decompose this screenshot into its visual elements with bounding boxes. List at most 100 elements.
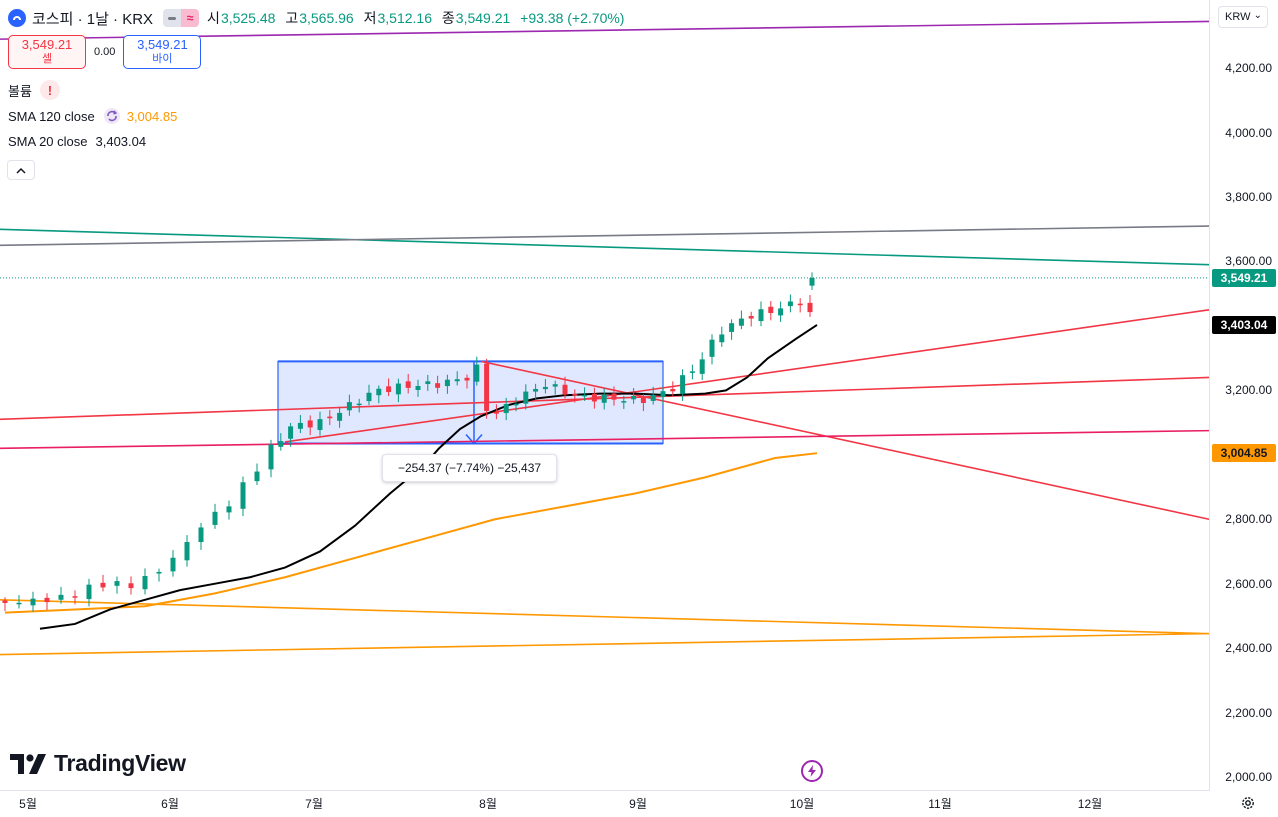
currency-selector[interactable]: KRW ⌄ [1218,6,1268,28]
approx-icon[interactable]: ≈ [181,9,200,27]
y-tick-label: 3,600.00 [1225,254,1272,269]
price-scale[interactable]: KRW ⌄ 4,200.00 4,000.00 3,800.00 3,600.00 3,… [1209,0,1278,790]
candle-body [709,339,715,357]
event-lightning-icon[interactable] [801,760,823,782]
time-axis[interactable]: 5월 6월 7월 8월 9월 10월 11월 12월 [0,790,1210,817]
brand-name: TradingView [54,750,186,776]
candle-body [30,598,36,606]
y-tick-label: 4,200.00 [1225,61,1272,76]
candle-body [758,309,764,322]
candle-body [72,596,78,598]
candle-body [346,402,352,411]
buy-label: 바이 [152,53,173,65]
candle-body [268,444,274,470]
price-chart[interactable] [0,0,1210,790]
candle-body [768,306,774,314]
chevron-up-icon [16,167,26,174]
warning-icon[interactable]: ! [39,80,60,100]
y-tick-label: 4,000.00 [1225,125,1272,140]
candle-body [44,597,50,603]
sma120-line [4,452,818,614]
x-tick-label: 6월 [161,797,179,811]
sma20-value: 3,403.04 [95,134,147,149]
sell-label: 셀 [41,53,53,65]
candle-body [660,391,666,398]
sell-button[interactable]: 3,549.21 셀 [8,35,86,69]
candle-body [415,386,421,390]
price-label-sma20: 3,403.04 [1212,315,1276,334]
low-value: 3,512.16 [377,10,433,26]
candle-body [100,582,106,588]
tradingview-logo: TradingView [10,750,186,777]
candle-body [650,394,656,401]
candle-body [503,404,509,414]
change-value: +93.38 (+2.70%) [520,10,625,26]
candle-body [16,602,22,605]
candle-body [254,471,260,482]
sync-icon[interactable] [103,107,121,125]
candle-body [327,416,333,419]
candle-body [582,394,588,397]
tradingview-logo-icon [10,753,46,774]
candle-body [184,542,190,561]
trendline-8 [0,632,1210,656]
candle-body [572,393,578,396]
candle-body [278,441,284,447]
candle-body [719,334,725,343]
collapse-legend-button[interactable] [7,160,35,180]
trade-panel: 3,549.21 셀 0.00 3,549.21 바이 [8,35,202,69]
trendline-7 [0,599,1210,635]
candle-body [621,401,627,403]
candle-body [738,318,744,326]
candle-body [680,375,686,394]
candle-body [523,391,529,404]
y-tick-label: 2,000.00 [1225,770,1272,784]
y-tick-label: 2,400.00 [1225,641,1272,656]
candle-body [640,397,646,403]
sma120-label: SMA 120 close [8,108,95,124]
candle-body [386,386,392,393]
price-label-sma120: 3,004.85 [1212,444,1276,463]
candle-body [778,308,784,316]
candle-body [226,506,232,513]
buy-button[interactable]: 3,549.21 바이 [123,35,202,69]
candle-body [405,381,411,388]
candle-body [464,377,470,381]
trendline-6 [0,429,1210,450]
candle-body [444,379,450,387]
candle-body [631,395,637,400]
legend-sma20[interactable]: SMA 20 close 3,403.04 [8,134,146,149]
candle-body [288,426,294,439]
candle-body [552,384,558,387]
candle-body [356,403,362,406]
symbol-title[interactable]: 코스피 · 1날 · KRX [32,10,154,28]
open-value: 3,525.48 [220,10,276,26]
trendline-4 [284,309,1210,443]
sma20-label: SMA 20 close [8,134,88,149]
minus-icon[interactable] [163,9,182,27]
candle-body [317,419,323,430]
settings-gear-icon[interactable] [1240,795,1256,811]
sma20-line [39,324,818,630]
y-tick-label: 2,800.00 [1225,512,1272,527]
candle-body [142,575,148,590]
candle-body [748,316,754,319]
buy-price: 3,549.21 [137,37,188,52]
legend-volume[interactable]: 볼륨 ! [8,80,60,100]
candle-body [484,363,490,411]
legend-sma120[interactable]: SMA 120 close 3,004.85 [8,107,177,125]
close-value: 3,549.21 [455,10,511,26]
y-tick-label: 2,600.00 [1225,576,1272,591]
ohlc-values: 시3,525.48 고3,565.96 저3,512.16 종3,549.21 … [207,8,630,28]
candle-body [474,364,480,382]
open-label: 시 [207,10,220,26]
candle-body [601,394,607,403]
compare-toggle[interactable]: ≈ [163,9,200,27]
candle-body [170,557,176,572]
chart-header: 코스피 · 1날 · KRX ≈ 시3,525.48 고3,565.96 저3,… [8,6,630,30]
candle-body [297,422,303,429]
candle-body [425,381,431,385]
candle-body [376,388,382,396]
candle-body [689,371,695,373]
candle-body [699,359,705,374]
